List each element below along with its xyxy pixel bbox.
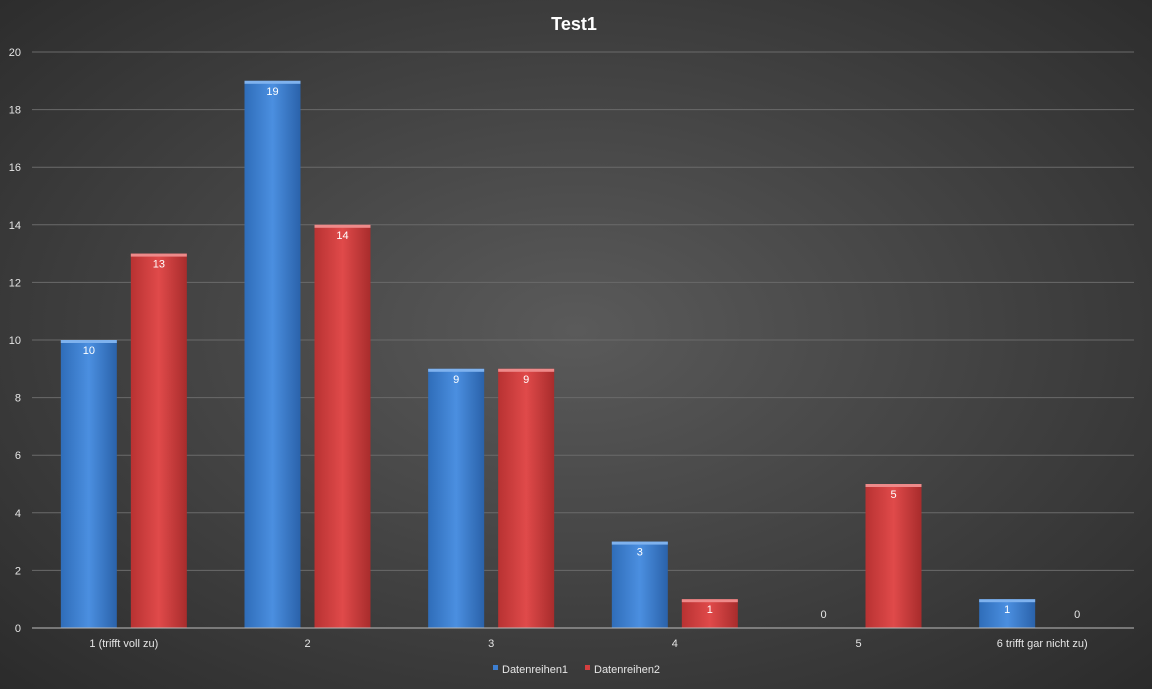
bar-2 bbox=[681, 599, 738, 628]
data-label: 0 bbox=[820, 609, 826, 621]
y-tick-label: 2 bbox=[15, 565, 21, 577]
bar-top-highlight bbox=[428, 368, 485, 372]
x-tick-label: 4 bbox=[672, 638, 678, 650]
bar-top-highlight bbox=[681, 599, 738, 603]
bar-top-highlight bbox=[244, 80, 301, 84]
y-tick-label: 6 bbox=[15, 450, 21, 462]
data-label: 0 bbox=[1074, 609, 1080, 621]
bar-top-highlight bbox=[498, 368, 555, 372]
bar-2 bbox=[865, 484, 922, 628]
legend-marker bbox=[585, 665, 590, 670]
bar-2 bbox=[130, 253, 187, 628]
data-label: 5 bbox=[890, 489, 896, 501]
y-tick-label: 12 bbox=[9, 277, 21, 289]
data-label: 1 bbox=[1004, 604, 1010, 616]
x-tick-label: 5 bbox=[855, 638, 861, 650]
x-tick-label: 2 bbox=[304, 638, 310, 650]
bar-1 bbox=[611, 541, 668, 628]
bar-top-highlight bbox=[314, 224, 371, 228]
bar-top-highlight bbox=[130, 253, 187, 257]
data-label: 19 bbox=[266, 86, 278, 98]
legend-label: Datenreihen2 bbox=[594, 664, 660, 676]
bar-1 bbox=[428, 368, 485, 628]
bar-top-highlight bbox=[60, 340, 117, 343]
bar-2 bbox=[498, 368, 555, 628]
bar-top-highlight bbox=[865, 484, 922, 487]
y-tick-label: 20 bbox=[9, 47, 21, 59]
bar-1 bbox=[979, 599, 1036, 628]
data-label: 9 bbox=[453, 374, 459, 386]
bars bbox=[60, 80, 1036, 629]
data-label: 9 bbox=[523, 374, 529, 386]
y-tick-label: 16 bbox=[9, 162, 21, 174]
bar-top-highlight bbox=[611, 541, 668, 545]
gridlines bbox=[32, 51, 1134, 571]
bar-1 bbox=[60, 340, 117, 628]
y-tick-label: 18 bbox=[9, 105, 21, 117]
bar-top-highlight bbox=[979, 599, 1036, 603]
y-tick-label: 0 bbox=[15, 623, 21, 635]
y-tick-label: 14 bbox=[9, 220, 21, 232]
x-tick-label: 3 bbox=[488, 638, 494, 650]
y-tick-label: 10 bbox=[9, 335, 21, 347]
data-label: 13 bbox=[153, 259, 165, 271]
data-label: 10 bbox=[83, 345, 95, 357]
y-tick-label: 4 bbox=[15, 508, 21, 520]
data-label: 3 bbox=[637, 547, 643, 559]
x-tick-label: 1 (trifft voll zu) bbox=[89, 638, 158, 650]
legend-label: Datenreihen1 bbox=[502, 664, 568, 676]
data-label: 1 bbox=[707, 604, 713, 616]
legend: Datenreihen1 Datenreihen2 bbox=[493, 664, 660, 676]
data-label: 14 bbox=[336, 230, 348, 242]
legend-marker bbox=[493, 665, 498, 670]
y-tick-label: 8 bbox=[15, 393, 21, 405]
chart-title: Test1 bbox=[551, 14, 597, 34]
y-axis-ticks: 0 2 4 6 8 10 12 14 16 18 20 bbox=[9, 47, 21, 635]
x-axis-labels: 1 (trifft voll zu) 2 3 4 5 6 trifft gar nicht… bbox=[89, 638, 1087, 650]
bar-1 bbox=[244, 80, 301, 629]
bar-2 bbox=[314, 224, 371, 629]
x-tick-label: 6 trifft gar nicht zu) bbox=[997, 638, 1088, 650]
